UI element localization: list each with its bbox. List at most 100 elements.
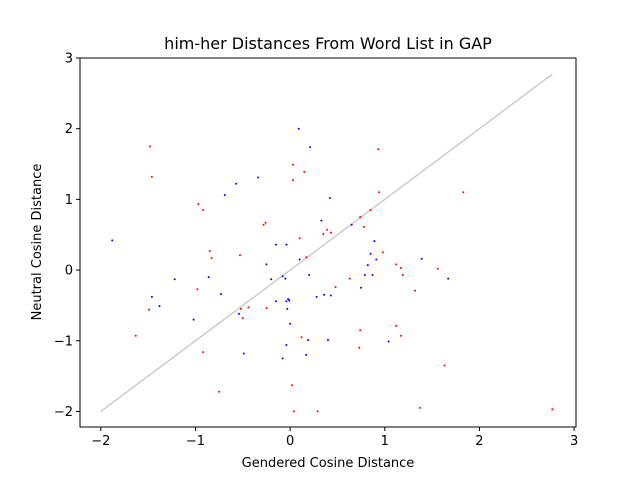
data-point bbox=[420, 257, 423, 260]
data-point bbox=[320, 219, 323, 222]
data-point bbox=[242, 352, 245, 355]
data-point bbox=[158, 305, 161, 308]
data-point bbox=[387, 340, 390, 343]
data-point bbox=[235, 182, 238, 185]
data-point bbox=[414, 289, 417, 292]
data-point bbox=[292, 179, 294, 182]
data-point bbox=[150, 295, 153, 298]
data-point bbox=[359, 216, 362, 219]
data-point bbox=[436, 267, 439, 270]
data-point bbox=[285, 243, 288, 246]
y-tick-label: −1 bbox=[54, 334, 73, 349]
data-point bbox=[202, 351, 205, 354]
x-tick-label: 3 bbox=[570, 434, 578, 449]
data-point bbox=[274, 300, 277, 303]
data-point bbox=[148, 308, 151, 311]
data-point bbox=[305, 353, 308, 356]
x-tick-label: −1 bbox=[186, 434, 205, 449]
data-point bbox=[202, 209, 205, 211]
data-point bbox=[307, 339, 310, 342]
data-point bbox=[292, 163, 294, 166]
data-point bbox=[322, 233, 325, 235]
data-point bbox=[447, 277, 450, 280]
data-point bbox=[443, 364, 446, 367]
chart-title: him-her Distances From Word List in GAP bbox=[164, 34, 492, 53]
x-axis: −2 −1 0 1 2 3 bbox=[91, 427, 578, 449]
data-point bbox=[150, 175, 153, 178]
x-tick-label: −2 bbox=[91, 434, 110, 449]
data-point bbox=[329, 231, 332, 234]
data-point bbox=[288, 299, 291, 302]
data-point bbox=[399, 334, 402, 337]
data-point bbox=[305, 256, 308, 259]
data-point bbox=[257, 176, 259, 179]
data-point bbox=[287, 298, 290, 301]
x-tick-label: 2 bbox=[475, 434, 483, 449]
data-point bbox=[284, 277, 287, 280]
data-point bbox=[359, 329, 362, 332]
data-point bbox=[315, 295, 318, 298]
data-point bbox=[363, 225, 365, 228]
data-point bbox=[308, 274, 311, 276]
data-point bbox=[241, 317, 244, 320]
data-point bbox=[298, 258, 301, 261]
data-point bbox=[326, 228, 329, 231]
data-point bbox=[291, 384, 293, 387]
data-point bbox=[197, 203, 200, 206]
y-tick-label: −2 bbox=[54, 405, 73, 420]
data-point bbox=[360, 286, 363, 289]
data-point bbox=[289, 322, 292, 325]
data-point bbox=[297, 127, 300, 130]
data-point bbox=[239, 307, 242, 310]
y-axis: −2 −1 0 1 2 3 bbox=[54, 52, 80, 420]
data-point bbox=[401, 274, 404, 276]
data-point bbox=[285, 344, 288, 346]
data-point bbox=[328, 197, 331, 199]
data-point bbox=[111, 239, 114, 242]
data-point bbox=[371, 274, 374, 276]
y-axis-label: Neutral Cosine Distance bbox=[30, 164, 45, 321]
data-point bbox=[210, 257, 213, 260]
data-point bbox=[264, 221, 267, 224]
data-point bbox=[334, 286, 337, 288]
y-tick-label: 1 bbox=[65, 193, 73, 208]
data-point bbox=[192, 318, 195, 321]
data-point bbox=[551, 408, 554, 411]
data-points bbox=[111, 127, 554, 413]
data-point bbox=[300, 336, 303, 339]
data-point bbox=[274, 243, 277, 246]
data-point bbox=[358, 346, 361, 349]
data-point bbox=[309, 146, 311, 149]
data-point bbox=[149, 145, 151, 148]
reference-line bbox=[100, 73, 553, 413]
y-tick-label: 3 bbox=[65, 52, 73, 67]
data-point bbox=[238, 312, 240, 315]
data-point bbox=[298, 237, 301, 240]
data-point bbox=[369, 209, 372, 211]
x-tick-label: 1 bbox=[381, 434, 389, 449]
data-point bbox=[239, 254, 241, 257]
data-point bbox=[265, 307, 268, 310]
data-point bbox=[381, 251, 384, 254]
data-point bbox=[363, 274, 366, 276]
data-point bbox=[220, 293, 222, 296]
data-point bbox=[134, 334, 137, 337]
data-point bbox=[281, 275, 284, 278]
data-point bbox=[323, 293, 326, 296]
data-point bbox=[262, 223, 265, 226]
data-point bbox=[316, 410, 319, 413]
data-point bbox=[208, 250, 211, 252]
data-point bbox=[281, 357, 284, 360]
data-point bbox=[247, 306, 250, 309]
data-point bbox=[223, 194, 226, 197]
data-point bbox=[329, 294, 332, 297]
data-point bbox=[395, 263, 398, 266]
data-point bbox=[378, 191, 381, 194]
data-point bbox=[285, 300, 288, 303]
data-point bbox=[173, 278, 176, 281]
data-point bbox=[375, 258, 378, 261]
data-point bbox=[462, 191, 465, 194]
data-point bbox=[350, 223, 353, 226]
data-point bbox=[292, 410, 295, 413]
